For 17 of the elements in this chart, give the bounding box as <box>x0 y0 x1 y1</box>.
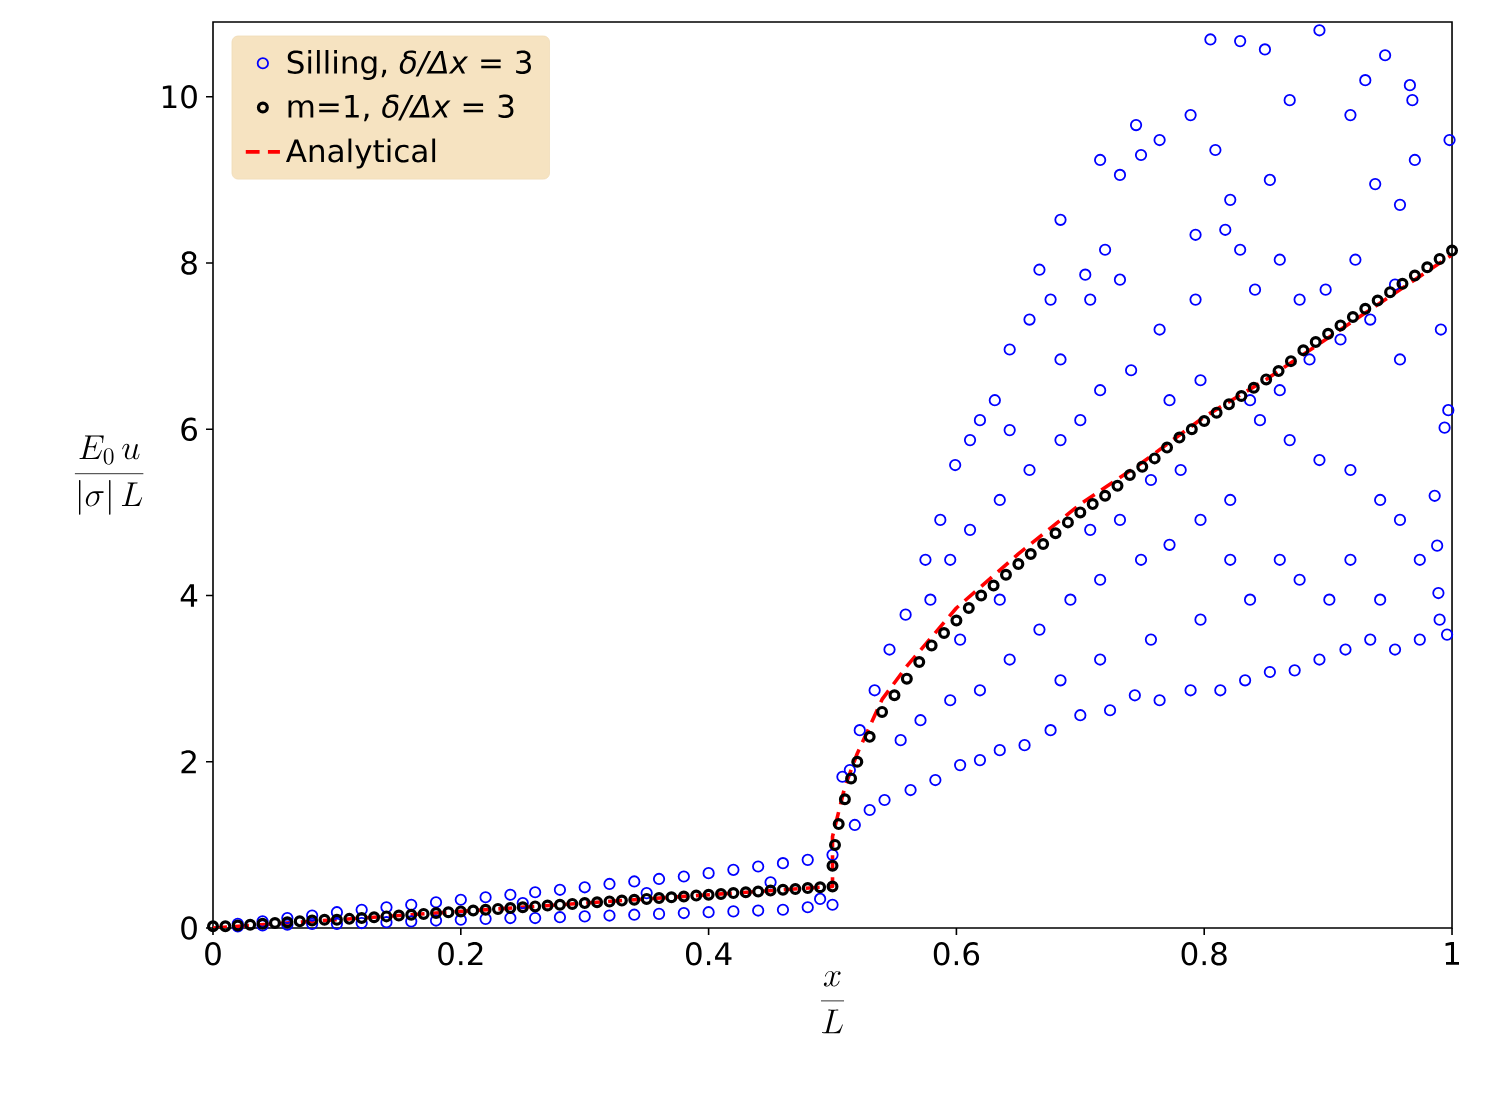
x-tick-label: 0.2 <box>438 942 483 966</box>
y-tick-label: 2 <box>181 750 196 774</box>
x-tick-label: 0.4 <box>686 942 732 966</box>
legend-label: Silling, δ/Δx = 3 <box>287 49 531 80</box>
x-tick-label: 0.6 <box>933 942 980 966</box>
y-tick-label: 8 <box>181 251 197 275</box>
y-axis-title: $\frac{E_0\, u}{|\sigma|\, L}$ <box>74 435 144 515</box>
y-tick-label: 0 <box>181 916 197 940</box>
x-tick-label: 0 <box>205 942 221 966</box>
x-axis-title: $\frac{x}{L}$ <box>821 970 845 1034</box>
x-tick-label: 0.8 <box>1181 942 1227 966</box>
y-tick-label: 10 <box>162 85 197 109</box>
legend-label: Analytical <box>285 138 436 169</box>
y-tick-label: 6 <box>181 417 197 442</box>
legend-label: m=1, δ/Δx = 3 <box>288 94 514 122</box>
x-tick-label: 1 <box>1445 942 1459 965</box>
y-tick-label: 4 <box>180 584 198 607</box>
